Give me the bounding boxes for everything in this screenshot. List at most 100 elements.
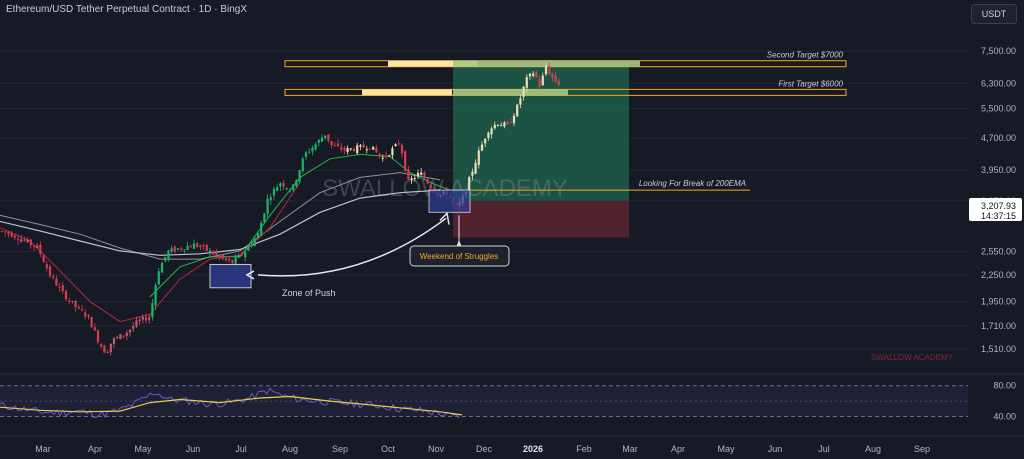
target-fill	[453, 60, 640, 67]
candle-body	[516, 104, 519, 117]
candle-body	[96, 330, 100, 343]
price-tick-label: 4,700.00	[981, 133, 1016, 143]
candle-body	[154, 285, 157, 306]
candle-body	[36, 245, 39, 248]
candle-body	[23, 239, 26, 241]
candle-body	[164, 256, 167, 261]
candle-body	[160, 263, 164, 273]
candle-body	[532, 73, 535, 76]
candle-body	[365, 149, 368, 151]
time-tick-label: Sep	[332, 444, 348, 454]
candle-body	[202, 245, 205, 247]
candle-body	[506, 121, 509, 125]
target-highlight	[362, 89, 452, 96]
candle-body	[503, 122, 506, 127]
candle-body	[61, 285, 64, 292]
candle-body	[468, 177, 471, 190]
candle-body	[346, 148, 349, 152]
time-tick-label: Dec	[476, 444, 493, 454]
stop-zone	[453, 200, 629, 238]
candle-body	[45, 264, 48, 269]
candle-body	[55, 278, 58, 286]
candle-body	[138, 319, 141, 321]
candle-body	[112, 338, 116, 344]
candle-body	[103, 345, 106, 353]
candle-body	[474, 162, 477, 174]
candle-body	[522, 86, 525, 97]
candle-body	[311, 147, 314, 152]
candle-body	[496, 124, 500, 126]
candle-body	[128, 329, 132, 333]
candle-body	[244, 252, 247, 258]
watermark-small: SWALLOW ACADEMY	[871, 353, 954, 362]
candle-body	[234, 257, 237, 264]
candle-body	[528, 73, 532, 77]
time-tick-label: Apr	[671, 444, 685, 454]
candle-body	[484, 138, 487, 144]
time-tick-label: Aug	[282, 444, 298, 454]
candle-body	[301, 158, 304, 172]
candle-body	[48, 266, 52, 276]
candle-body	[375, 147, 378, 153]
candle-body	[352, 149, 356, 151]
candle-body	[231, 259, 234, 264]
candle-body	[292, 184, 295, 191]
candle-body	[173, 246, 176, 252]
candle-body	[16, 239, 20, 241]
candle-body	[116, 337, 119, 339]
countdown-label: 14:37:15	[981, 211, 1016, 221]
candle-body	[64, 290, 68, 300]
time-tick-label: Feb	[576, 444, 592, 454]
candle-body	[260, 222, 263, 236]
time-tick-label: Mar	[35, 444, 51, 454]
currency-button[interactable]: USDT	[971, 4, 1017, 24]
candle-body	[368, 148, 372, 150]
candle-body	[279, 183, 282, 187]
candle-body	[0, 230, 4, 232]
push-arrow	[257, 217, 447, 277]
candle-body	[314, 144, 317, 150]
candle-body	[42, 255, 45, 263]
candle-body	[404, 151, 407, 171]
candle-body	[320, 137, 324, 142]
push-arrow-head	[439, 211, 450, 225]
candle-body	[272, 188, 276, 196]
candle-body	[32, 245, 36, 247]
time-tick-label: Jul	[818, 444, 830, 454]
candle-body	[298, 170, 301, 182]
price-tick-label: 1,710.00	[981, 321, 1016, 331]
ema-break-label: Looking For Break of 200EMA	[639, 179, 746, 188]
candle-body	[109, 343, 112, 353]
candle-body	[317, 139, 320, 143]
first-target-label: First Target $6000	[778, 79, 843, 88]
candle-body	[224, 258, 228, 261]
price-tick-label: 2,550.00	[981, 247, 1016, 257]
candle-body	[410, 178, 413, 181]
zone-of-push-box	[209, 263, 252, 289]
candle-body	[535, 71, 538, 78]
candle-body	[336, 143, 340, 147]
candle-body	[544, 66, 548, 75]
candle-body	[141, 316, 144, 320]
candle-body	[487, 132, 490, 139]
candle-body	[471, 171, 474, 176]
time-tick-label: Jul	[235, 444, 247, 454]
ema-red-line	[0, 182, 301, 323]
candle-body	[557, 80, 560, 86]
candle-body	[480, 144, 484, 151]
candle-body	[26, 239, 29, 242]
candle-body	[10, 233, 13, 237]
candle-body	[52, 276, 55, 278]
time-tick-label: 2026	[523, 444, 543, 454]
candle-body	[388, 155, 391, 157]
candle-body	[68, 300, 71, 302]
weekend-label: Weekend of Struggles	[420, 252, 499, 261]
candle-body	[384, 155, 388, 157]
weekend-callout	[409, 245, 510, 267]
candle-body	[196, 243, 199, 247]
price-tick-label: 1,950.00	[981, 297, 1016, 307]
ema-fast-line	[149, 153, 451, 298]
candle-body	[205, 244, 208, 251]
candle-body	[90, 316, 93, 328]
